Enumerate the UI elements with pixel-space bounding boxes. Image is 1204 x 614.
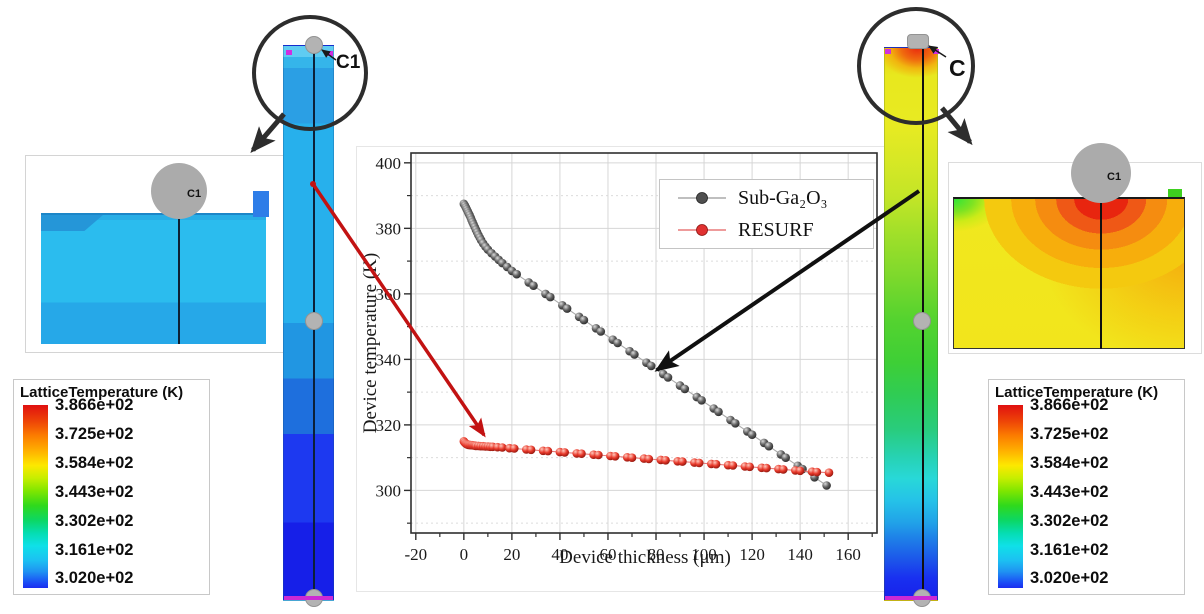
svg-text:300: 300 — [376, 481, 402, 500]
left-inset-cutline — [178, 213, 180, 344]
legend-label-resurf: RESURF — [738, 218, 814, 241]
right-colorbar-values: 3.866e+02 3.725e+02 3.584e+02 3.443e+02 … — [1030, 397, 1108, 587]
svg-text:0: 0 — [460, 545, 469, 564]
left-column-middle-probe — [305, 312, 323, 330]
left-inset-corner-patch — [41, 215, 103, 231]
right-column-top-contact — [907, 34, 929, 49]
svg-text:40: 40 — [551, 545, 568, 564]
left-column-bottom-electrode — [284, 596, 333, 600]
left-colorbar-legend: LatticeTemperature (K) 3.866e+02 3.725e+… — [13, 379, 210, 595]
colorbar-value: 3.302e+02 — [55, 511, 134, 530]
svg-text:60: 60 — [599, 545, 616, 564]
left-zoom-inset: C1 — [25, 155, 290, 353]
left-inset-device-contour — [41, 213, 266, 344]
right-colorbar-gradient — [998, 405, 1023, 588]
right-column-corner-mark — [933, 49, 939, 54]
legend-entry-resurf: RESURF — [676, 216, 873, 244]
colorbar-value: 3.584e+02 — [1030, 453, 1109, 472]
svg-text:100: 100 — [691, 545, 717, 564]
svg-text:80: 80 — [648, 545, 665, 564]
left-zoom-label: C1 — [336, 52, 361, 73]
right-colorbar-title: LatticeTemperature (K) — [995, 384, 1159, 401]
left-column-corner-mark — [327, 51, 333, 56]
legend-marker-gray-icon — [678, 192, 726, 204]
right-column-middle-probe — [913, 312, 931, 330]
colorbar-value: 3.161e+02 — [55, 540, 134, 559]
colorbar-value: 3.584e+02 — [55, 453, 134, 472]
svg-text:160: 160 — [835, 545, 861, 564]
right-inset-device-contour — [953, 197, 1185, 349]
legend-label-subga2o3: Sub-Ga₂O₃ — [738, 186, 828, 209]
left-colorbar-values: 3.866e+02 3.725e+02 3.584e+02 3.443e+02 … — [55, 397, 133, 587]
colorbar-value: 3.866e+02 — [1030, 396, 1109, 414]
colorbar-value: 3.725e+02 — [55, 424, 134, 443]
svg-text:140: 140 — [787, 545, 813, 564]
colorbar-value: 3.866e+02 — [55, 396, 134, 414]
right-inset-contact-label: C1 — [1107, 171, 1122, 183]
right-column-bottom-electrode — [885, 596, 937, 600]
x-axis-label: Device thickness (μm) — [559, 547, 731, 568]
svg-text:-20: -20 — [404, 545, 427, 564]
colorbar-value: 3.020e+02 — [1030, 569, 1109, 588]
right-colorbar-legend: LatticeTemperature (K) 3.866e+02 3.725e+… — [988, 379, 1185, 595]
left-inset-contact-label: C1 — [187, 188, 202, 200]
right-zoom-inset: C1 — [948, 143, 1202, 354]
svg-text:400: 400 — [376, 154, 402, 173]
right-column-corner-mark — [885, 49, 891, 54]
left-colorbar-title: LatticeTemperature (K) — [20, 384, 184, 401]
y-axis-label: Device temperature (K) — [360, 252, 381, 434]
left-column-top-contact — [305, 36, 323, 54]
colorbar-value: 3.161e+02 — [1030, 540, 1109, 559]
legend-entry-subga2o3: Sub-Ga₂O₃ — [676, 184, 873, 212]
left-colorbar-gradient — [23, 405, 48, 588]
right-column-hotspot — [885, 48, 937, 92]
right-device-column — [884, 34, 939, 607]
left-inset-field-plate — [253, 191, 269, 217]
right-magnifier-arrow — [940, 106, 973, 146]
left-device-column — [283, 36, 334, 607]
svg-text:120: 120 — [739, 545, 765, 564]
colorbar-value: 3.443e+02 — [55, 482, 134, 501]
colorbar-value: 3.725e+02 — [1030, 424, 1109, 443]
svg-text:20: 20 — [503, 545, 520, 564]
left-column-corner-mark — [286, 50, 292, 55]
right-inset-field-plate — [1168, 189, 1182, 197]
left-magnifier-arrow — [250, 112, 286, 154]
right-inset-cutline — [1100, 197, 1102, 349]
right-inset-contact — [1071, 143, 1131, 203]
chart-legend: Sub-Ga₂O₃ RESURF — [659, 179, 874, 249]
colorbar-value: 3.443e+02 — [1030, 482, 1109, 501]
colorbar-value: 3.302e+02 — [1030, 511, 1109, 530]
left-inset-contact — [151, 163, 207, 219]
legend-marker-red-icon — [678, 224, 726, 236]
right-zoom-label: C — [949, 55, 966, 81]
colorbar-value: 3.020e+02 — [55, 569, 134, 588]
